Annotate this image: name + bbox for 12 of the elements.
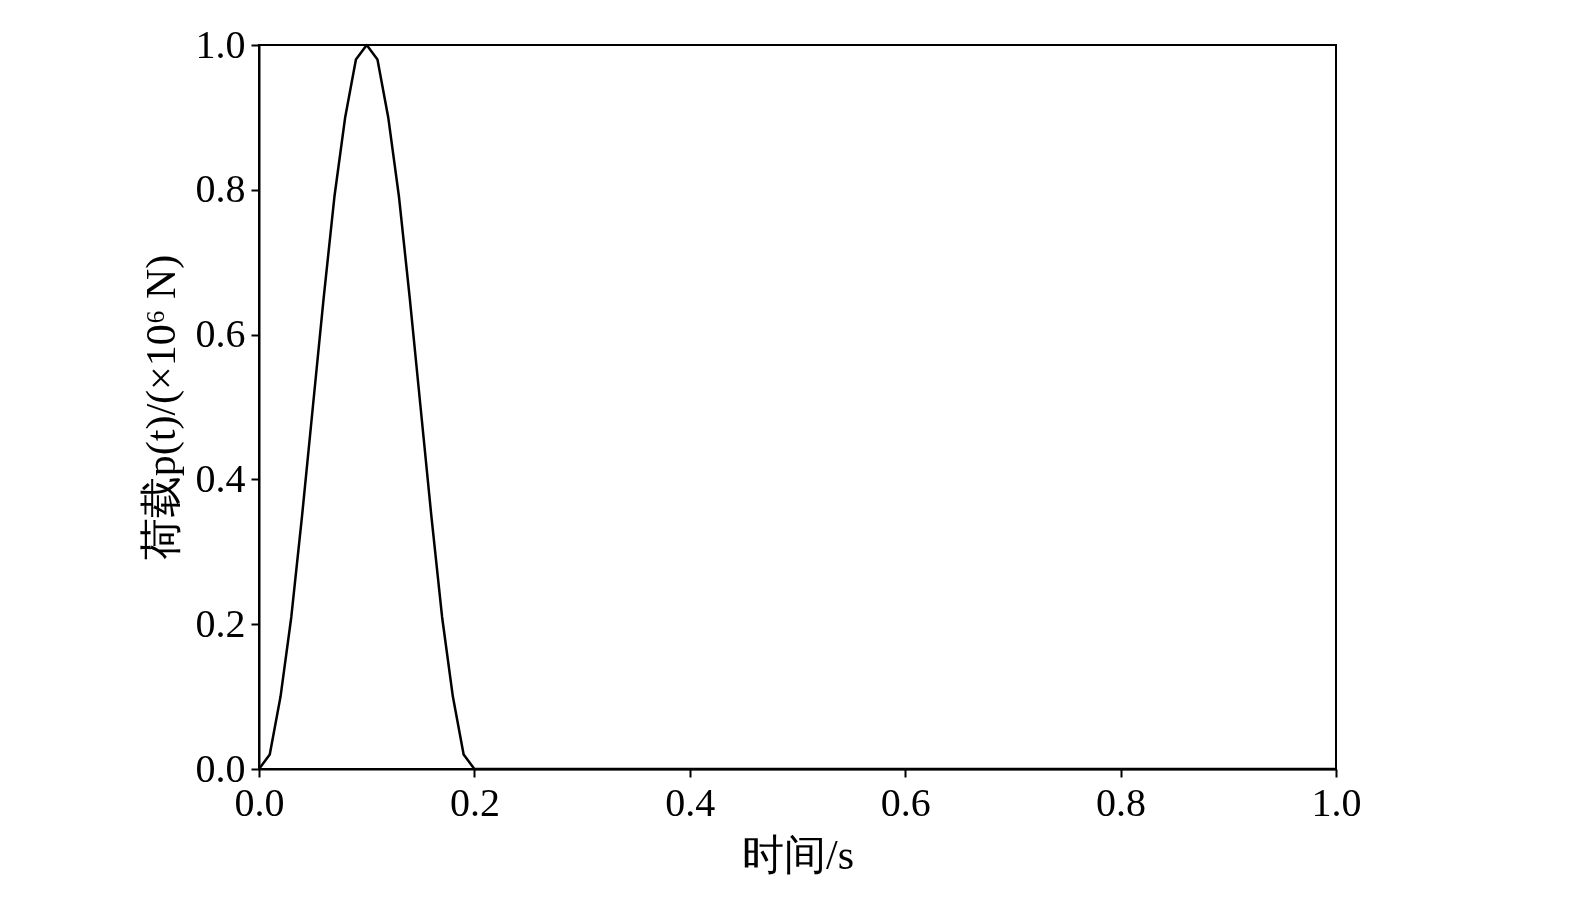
y-tick-label: 0.6: [195, 311, 246, 357]
y-tick-label: 0.4: [195, 455, 246, 501]
y-tick-label: 1.0: [195, 21, 246, 67]
x-tick-label: 0.8: [1096, 779, 1147, 825]
x-tick-label: 0.2: [449, 779, 500, 825]
y-tick-label: 0.2: [195, 600, 246, 646]
y-tick-label: 0.8: [195, 166, 246, 212]
x-tick-label: 0.4: [665, 779, 716, 825]
x-axis-title: 时间/s: [741, 831, 855, 878]
x-tick-label: 0.6: [880, 779, 931, 825]
y-axis-title: 荷载p(t)/(×10⁶ N): [137, 254, 185, 561]
x-tick-label: 1.0: [1311, 779, 1362, 825]
